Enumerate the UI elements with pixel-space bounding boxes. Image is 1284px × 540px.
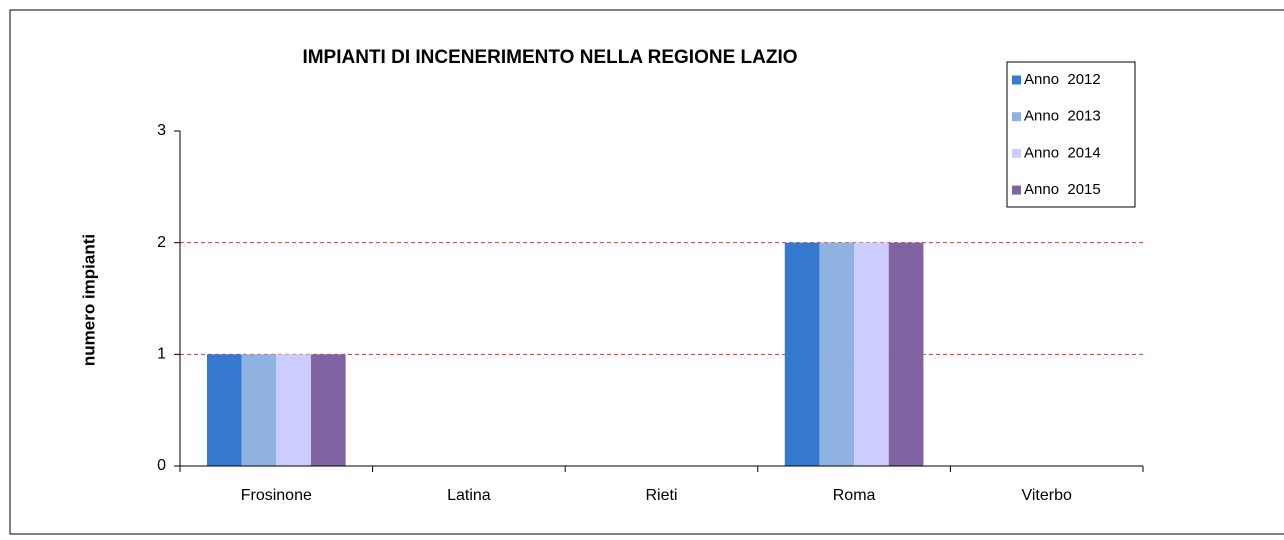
bar [276, 354, 311, 466]
y-axis-label: numero impianti [79, 234, 98, 366]
x-tick-label: Roma [833, 487, 876, 504]
x-tick-label: Viterbo [1021, 487, 1072, 504]
bar [310, 354, 346, 466]
bar [888, 242, 924, 466]
x-tick-label: Frosinone [241, 487, 312, 504]
legend-swatch [1012, 185, 1021, 195]
legend-swatch [1012, 75, 1021, 85]
y-tick-label: 0 [157, 457, 166, 474]
y-tick-label: 1 [157, 346, 166, 363]
chart-title: IMPIANTI DI INCENERIMENTO NELLA REGIONE … [302, 47, 797, 68]
y-tick-label: 3 [157, 122, 166, 139]
x-tick-label: Latina [447, 487, 491, 504]
x-tick-label: Rieti [645, 487, 677, 504]
legend-label: Anno 2012 [1024, 71, 1101, 88]
legend-label: Anno 2014 [1024, 144, 1101, 161]
bar [819, 242, 855, 466]
bar [206, 354, 242, 466]
bar [241, 354, 277, 466]
legend-box [1006, 61, 1136, 208]
legend-label: Anno 2013 [1024, 108, 1101, 125]
chart-frame [9, 9, 1284, 535]
bar [784, 242, 820, 466]
bar [854, 242, 889, 466]
legend-swatch [1012, 112, 1021, 122]
legend-label: Anno 2015 [1024, 181, 1101, 198]
legend-swatch [1012, 148, 1021, 158]
y-tick-label: 2 [157, 234, 166, 251]
